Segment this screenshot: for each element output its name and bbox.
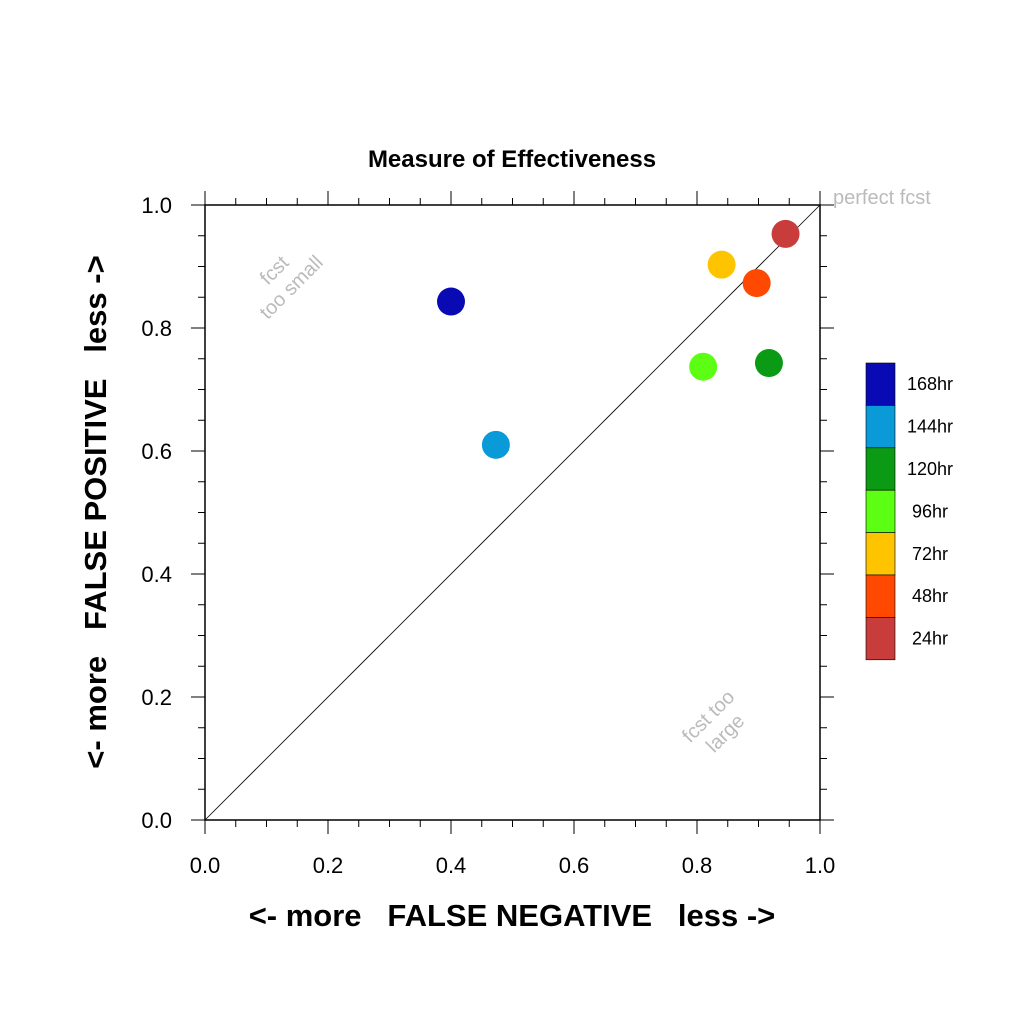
legend-label-24hr: 24hr bbox=[912, 629, 948, 649]
legend: 168hr 144hr 120hr 96hr 72hr 48hr 24hr bbox=[865, 362, 953, 661]
legend-label-120hr: 120hr bbox=[907, 459, 953, 479]
legend-swatch-48hr bbox=[865, 574, 896, 618]
tick-labels: 0.0 0.2 0.4 0.6 0.8 1.0 0.0 0.2 0.4 0.6 0.8 1.0 bbox=[141, 193, 835, 878]
y-tick-label: 0.8 bbox=[141, 316, 172, 341]
legend-swatch-72hr bbox=[865, 532, 896, 576]
legend-label-96hr: 96hr bbox=[912, 501, 948, 521]
legend-swatch-168hr bbox=[865, 362, 896, 406]
x-tick-label: 0.4 bbox=[436, 853, 467, 878]
x-tick-label: 0.0 bbox=[190, 853, 221, 878]
x-tick-label: 0.8 bbox=[682, 853, 713, 878]
point-48hr bbox=[742, 269, 771, 298]
legend-label-168hr: 168hr bbox=[907, 374, 953, 394]
axis-ticks bbox=[191, 191, 834, 834]
point-96hr bbox=[689, 352, 718, 381]
legend-swatch-24hr bbox=[865, 617, 896, 661]
point-72hr bbox=[707, 250, 736, 279]
legend-swatch-96hr bbox=[865, 489, 896, 533]
perfect-forecast-diagonal bbox=[204, 204, 821, 821]
y-tick-label: 0.4 bbox=[141, 562, 172, 587]
y-tick-label: 0.0 bbox=[141, 808, 172, 833]
x-tick-label: 0.6 bbox=[559, 853, 590, 878]
x-tick-label: 1.0 bbox=[805, 853, 836, 878]
x-tick-label: 0.2 bbox=[313, 853, 344, 878]
legend-label-144hr: 144hr bbox=[907, 417, 953, 437]
data-points bbox=[437, 219, 800, 459]
plot-area bbox=[191, 191, 834, 834]
legend-label-72hr: 72hr bbox=[912, 544, 948, 564]
legend-label-48hr: 48hr bbox=[912, 586, 948, 606]
annotation-perfect-fcst: perfect fcst bbox=[833, 187, 931, 209]
annotation-too-small: fcst too small bbox=[256, 252, 328, 324]
point-168hr bbox=[437, 287, 465, 316]
y-tick-label: 1.0 bbox=[141, 193, 172, 218]
y-axis-title: <- more FALSE POSITIVE less -> bbox=[78, 255, 113, 768]
y-tick-label: 0.6 bbox=[141, 439, 172, 464]
point-144hr bbox=[481, 430, 510, 459]
annotation-too-large: fcst too large bbox=[678, 686, 749, 757]
point-24hr bbox=[771, 219, 800, 248]
legend-swatch-120hr bbox=[865, 447, 896, 491]
point-120hr bbox=[754, 349, 783, 378]
x-axis-title: <- more FALSE NEGATIVE less -> bbox=[249, 898, 776, 933]
chart-title: Measure of Effectiveness bbox=[368, 146, 656, 173]
y-tick-label: 0.2 bbox=[141, 685, 172, 710]
legend-swatch-144hr bbox=[865, 405, 896, 449]
